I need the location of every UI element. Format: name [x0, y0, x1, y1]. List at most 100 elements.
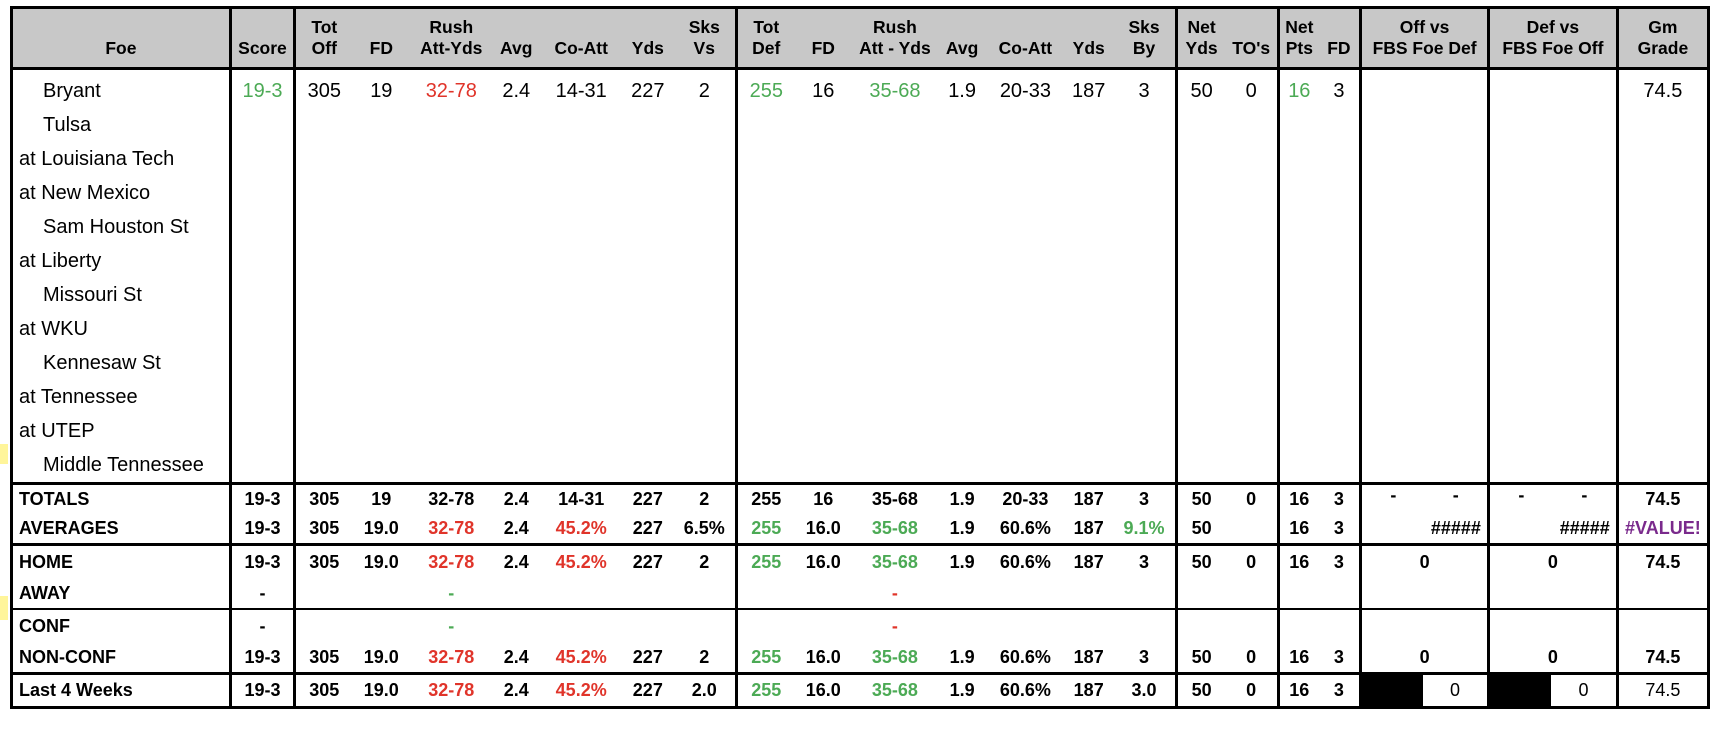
cell-fd: 19.0 [352, 514, 411, 546]
cell-yds [622, 312, 673, 346]
header-tos: TO's [1225, 38, 1281, 70]
cell-score [230, 448, 297, 484]
cell-tot-off: 305 [294, 482, 353, 514]
def-vs-fbs-a: - [1518, 485, 1525, 505]
game-row: Kennesaw St [10, 346, 1711, 380]
header-def-vs: FBS Foe Off [1488, 38, 1619, 70]
cell-dyds: 187 [1064, 673, 1114, 709]
cell-net-pts [1279, 312, 1319, 346]
foe-name: at Louisiana Tech [10, 142, 232, 176]
cell-yds: 227 [622, 673, 674, 709]
cell-net-pts: 16 [1278, 643, 1319, 675]
foe-name: at WKU [10, 312, 232, 346]
header-dyds: Yds [1064, 38, 1114, 70]
cell-off-vs [1360, 579, 1490, 610]
cell-yds [622, 142, 673, 176]
header-dfd [794, 6, 853, 38]
cell-net-yds [1176, 448, 1225, 484]
cell-drush [852, 278, 938, 312]
cell-net-fd: 3 [1318, 643, 1363, 675]
cell-tot-def [736, 579, 795, 610]
cell-def-vs [1488, 142, 1619, 176]
cell-avg [492, 142, 540, 176]
cell-sks-by [1113, 414, 1178, 448]
cell-dfd [794, 579, 853, 610]
cell-co-att: 45.2% [540, 673, 623, 709]
home-away-body: HOME 19-3 305 19.0 32-78 2.4 45.2% 227 2 255 16.0 3… [10, 544, 1711, 610]
cell-tos [1225, 210, 1281, 244]
cell-avg [492, 414, 540, 448]
cell-gm-grade [1617, 414, 1711, 448]
header-davg: Avg [937, 38, 987, 70]
cell-net-yds [1176, 210, 1225, 244]
off-vs-fbs-b: - [1452, 485, 1459, 505]
cell-avg: 2.4 [502, 79, 531, 102]
cell-avg [492, 108, 540, 142]
cell-net-pts [1278, 579, 1319, 610]
cell-gm-grade [1617, 380, 1711, 414]
averages-row: AVERAGES 19-3 305 19.0 32-78 2.4 45.2% 227 6.5% 2… [10, 514, 1711, 546]
cell-tot-off [295, 312, 353, 346]
cell-drush [852, 176, 938, 210]
foe-name: Bryant [10, 68, 232, 108]
cell-off-vs [1360, 176, 1490, 210]
cell-davg [938, 380, 987, 414]
cell-fd [352, 414, 410, 448]
cell-rush [410, 346, 492, 380]
cell-drush [852, 142, 938, 176]
foe-name: Kennesaw St [10, 346, 232, 380]
cell-net-pts [1279, 278, 1319, 312]
cell-drush [852, 448, 938, 484]
cell-rush [410, 176, 492, 210]
cell-tos: 0 [1225, 643, 1281, 675]
cell-tos [1225, 414, 1281, 448]
cell-avg: 2.4 [492, 514, 541, 546]
cell-net-pts [1279, 142, 1319, 176]
cell-tot-off [295, 108, 353, 142]
header-net-yds: Net [1176, 6, 1226, 38]
cell-dco-att [987, 346, 1065, 380]
cell-davg [938, 142, 987, 176]
cell-avg [492, 278, 540, 312]
cell-dfd [794, 312, 852, 346]
header-foe: Foe [10, 38, 232, 70]
foe-name: Tulsa [10, 108, 232, 142]
cell-dfd: 16 [794, 482, 853, 514]
game-row: at Louisiana Tech [10, 142, 1711, 176]
cell-fd: 19 [352, 482, 411, 514]
cell-tot-def: 255 [736, 673, 795, 709]
cell-off-vs [1360, 312, 1490, 346]
cell-yds: 227 [622, 514, 674, 546]
cell-tot-def [737, 176, 795, 210]
cell-tos: 0 [1225, 673, 1281, 709]
cell-sks-vs [673, 346, 739, 380]
cell-net-yds [1176, 142, 1225, 176]
cell-rush [410, 380, 492, 414]
cell-tot-def: 255 [736, 643, 795, 675]
cell-drush: 35-68 [852, 482, 938, 514]
cell-dco-att [987, 108, 1065, 142]
cell-tot-off: 305 [294, 514, 353, 546]
cell-sks-by: 3 [1113, 643, 1178, 675]
cell-net-yds: 50 [1191, 552, 1212, 572]
cell-co-att: 45.2% [555, 552, 607, 572]
cell-dfd [794, 244, 852, 278]
cell-fd [352, 380, 410, 414]
header-net-yds: Yds [1176, 38, 1226, 70]
cell-sks-vs: 2 [673, 482, 739, 514]
cell-sks-vs [673, 609, 739, 643]
cell-dyds [1064, 312, 1113, 346]
cell-net-yds: 50 [1190, 79, 1213, 102]
off-vs-fbs-cell: 0 [1360, 673, 1490, 709]
cell-davg: 1.9 [937, 514, 987, 546]
cell-tot-def: 255 [736, 514, 795, 546]
cell-davg [938, 176, 987, 210]
grade-cell: 74.5 [1617, 673, 1711, 709]
team-stats-table: Tot Rush Sks Tot Rush Sks Net Net Off vs Def vs Gm… [10, 6, 1711, 709]
cell-dyds [1064, 244, 1113, 278]
cell-sks-vs [673, 448, 739, 484]
cell-net-pts: 16 [1278, 514, 1319, 546]
header-dyds [1064, 6, 1114, 38]
last-four-weeks-body: Last 4 Weeks 19-3 305 19.0 32-78 2.4 45.2% 227 2… [10, 673, 1711, 709]
cell-net-yds [1176, 108, 1225, 142]
